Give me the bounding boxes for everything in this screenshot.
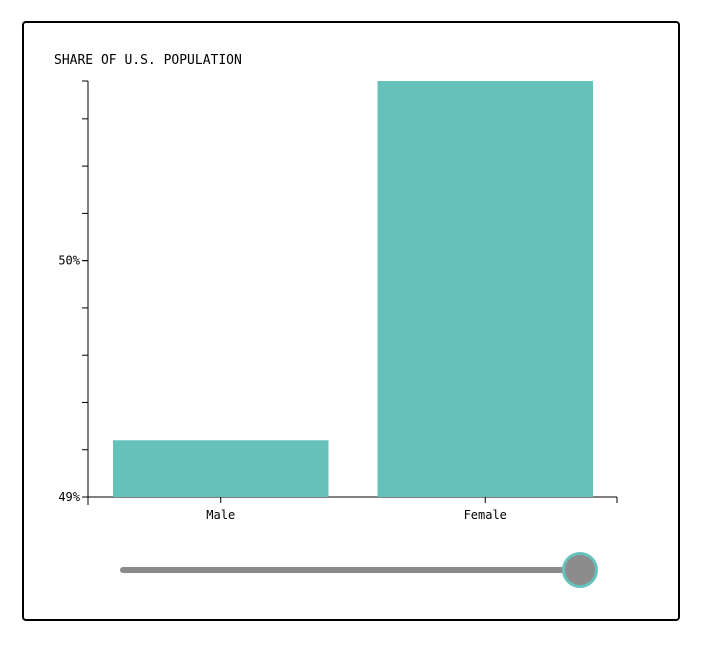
year-slider-thumb[interactable] (562, 552, 598, 588)
year-slider-track[interactable] (120, 567, 582, 573)
bars (113, 81, 593, 497)
x-tick-label: Male (206, 508, 235, 522)
chart-title: SHARE OF U.S. POPULATION (54, 53, 242, 68)
y-tick-label: 50% (58, 254, 80, 268)
y-axis: 49% 50% (58, 80, 89, 505)
y-tick-label: 49% (58, 490, 80, 504)
x-tick-label: Female (464, 508, 507, 522)
x-axis: Male Female (88, 496, 618, 522)
bar-male (113, 440, 329, 497)
bar-female (377, 81, 593, 497)
